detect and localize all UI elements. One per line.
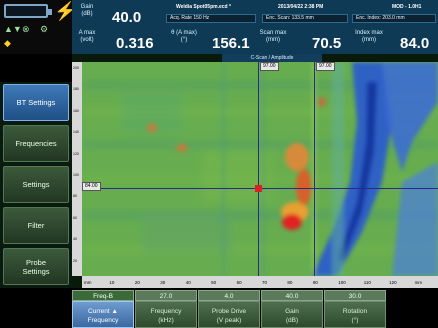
- acquisition-rate: Acq. Rate 150 Hz: [166, 14, 256, 23]
- current-frequency-value: Freq-B: [72, 290, 134, 301]
- scanmax-reading-label: Scan max (mm): [259, 30, 287, 43]
- current-frequency-label: Current ▲ Frequency: [72, 301, 134, 328]
- settings-gear-icon: ⚙: [40, 24, 49, 34]
- index-axis-tick-label: 80: [73, 194, 77, 199]
- parameter-bar: Freq-B Current ▲ Frequency 27.0 Frequenc…: [0, 288, 438, 328]
- index-axis-tick-label: 60: [73, 215, 77, 220]
- index-axis-tick-label: 40: [73, 237, 77, 242]
- scan-axis-tick-label: 100: [338, 280, 346, 285]
- index-axis-tick-label: 100: [73, 173, 79, 177]
- scanmax-reading-value: 70.5: [312, 35, 342, 52]
- scan-axis-tick-label: 20: [134, 280, 140, 285]
- menu-item-filter[interactable]: Filter: [3, 207, 69, 244]
- lightning-icon: ⚡: [54, 1, 77, 21]
- gain-label: Gain (dB): [261, 301, 323, 328]
- menu-item-label: Filter: [27, 221, 45, 230]
- scan-axis-tick-label: 10: [109, 280, 115, 285]
- menu-item-label: BT Settings: [16, 98, 56, 107]
- indexmax-reading-value: 84.0: [400, 35, 430, 52]
- probe-drive-label: Probe Drive (V peak): [198, 301, 260, 328]
- index-axis-tick-label: 160: [73, 108, 79, 113]
- scan-axis-tick-label: 80: [287, 280, 293, 285]
- menu-item-settings[interactable]: Settings: [3, 166, 69, 203]
- theta-reading-value: 156.1: [212, 35, 250, 52]
- side-menu: BT Settings Frequencies Settings Filter …: [0, 82, 72, 288]
- scan-axis-tick-label: 120: [389, 280, 397, 285]
- theta-reading-label: θ (A max) (°): [171, 30, 197, 43]
- cscan-heatmap: [82, 62, 438, 276]
- gain-reading-value: 40.0: [112, 9, 142, 26]
- amax-reading-value: 0.316: [116, 35, 154, 52]
- indexmax-reading-label: Index max (mm): [355, 30, 383, 43]
- scan-axis-tick-label: 90: [312, 280, 318, 285]
- menu-item-frequencies[interactable]: Frequencies: [3, 125, 69, 162]
- scan-axis-ruler: mm 10 20 30 40 50 60 70 80 90 100 110 120 mm: [82, 276, 438, 288]
- index-cursor-tag: 84.00: [82, 182, 101, 191]
- rotation-label: Rotation (°): [324, 301, 386, 328]
- readings-header: Gain (dB) 40.0 A max (volt) 0.316 θ (A m…: [72, 0, 438, 54]
- frequency-control[interactable]: 27.0 Frequency (kHz): [135, 290, 197, 328]
- gain-control[interactable]: 40.0 Gain (dB): [261, 290, 323, 328]
- scan-axis-tick-label: mm: [84, 280, 92, 285]
- status-area: ⚡ ▲▼ ⊗ ⚙ ◆: [0, 0, 76, 54]
- current-frequency-control[interactable]: Freq-B Current ▲ Frequency: [72, 290, 134, 328]
- blue-signal-band: [312, 62, 438, 276]
- amax-reading-label: A max (volt): [78, 30, 96, 43]
- frequency-label: Frequency (kHz): [135, 301, 197, 328]
- menu-item-probe-settings[interactable]: Probe Settings: [3, 248, 69, 285]
- file-name: Weldia Spot05pm.ecd *: [176, 4, 231, 10]
- menu-item-label: Probe Settings: [22, 257, 50, 276]
- index-axis-tick-label: 180: [73, 87, 79, 92]
- index-axis-tick-label: 140: [73, 130, 79, 135]
- gain-value: 40.0: [261, 290, 323, 301]
- encoder-index: Enc. Index: 203.0 mm: [352, 14, 436, 23]
- cscan-texture: [82, 82, 438, 252]
- memory-info: MOD - 1.0H1: [392, 4, 422, 10]
- cursor-intersection-marker: [255, 185, 262, 192]
- cscan-view: C-Scan / Amplitude 200 180 160 140 120 100 80 6…: [72, 54, 438, 288]
- gain-reading-label: Gain (dB): [80, 4, 94, 17]
- scan-cursor-1-tag: 97.00: [260, 62, 279, 71]
- index-axis-tick-label: 200: [73, 66, 79, 70]
- probe-icon: ⊗: [22, 24, 30, 34]
- scan-axis-tick-label: 30: [160, 280, 166, 285]
- wireless-icon: ▲▼: [4, 24, 22, 34]
- encoder-scan: Enc. Scan: 133.5 mm: [262, 14, 348, 23]
- plot-title: C-Scan / Amplitude: [222, 54, 322, 62]
- menu-item-label: Settings: [22, 180, 50, 189]
- menu-item-bt-settings[interactable]: BT Settings: [3, 84, 69, 121]
- rotation-value: 30.0: [324, 290, 386, 301]
- scan-axis-tick-label: 70: [262, 280, 268, 285]
- scan-axis-tick-label: 40: [185, 280, 191, 285]
- rotation-control[interactable]: 30.0 Rotation (°): [324, 290, 386, 328]
- battery-icon: [4, 4, 52, 18]
- alarm-icon: ◆: [4, 38, 11, 48]
- index-axis-tick-label: 120: [73, 151, 79, 156]
- probe-drive-value: 4.0: [198, 290, 260, 301]
- date-time: 2013/04/22 2:38 PM: [278, 4, 324, 10]
- scan-cursor-1[interactable]: [258, 62, 259, 276]
- index-axis-ruler: 200 180 160 140 120 100 80 60 40 20: [72, 62, 82, 276]
- scan-axis-tick-label: 60: [236, 280, 242, 285]
- menu-item-label: Frequencies: [15, 139, 57, 148]
- scan-cursor-2-tag: 97.00: [316, 62, 335, 71]
- index-axis-tick-label: 20: [73, 258, 77, 263]
- cscan-image[interactable]: 97.00 97.00 84.00: [82, 62, 438, 276]
- scan-axis-tick-label: mm: [414, 280, 423, 285]
- scan-cursor-2[interactable]: [314, 62, 315, 276]
- scan-axis-tick-label: 110: [363, 280, 371, 285]
- probe-drive-control[interactable]: 4.0 Probe Drive (V peak): [198, 290, 260, 328]
- defect-indications: [147, 97, 326, 230]
- scan-axis-tick-label: 50: [211, 280, 217, 285]
- frequency-value: 27.0: [135, 290, 197, 301]
